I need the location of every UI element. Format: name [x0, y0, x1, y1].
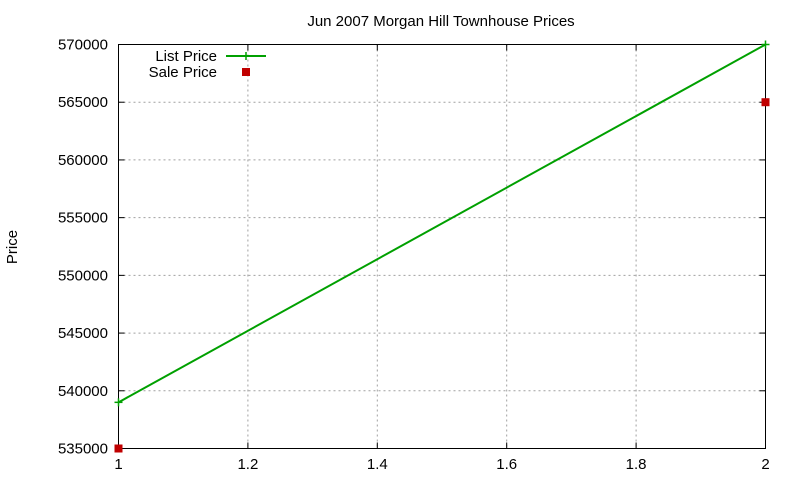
y-tick-label: 535000	[58, 441, 108, 458]
sale-price-point	[114, 444, 123, 453]
list-price-point	[761, 40, 770, 49]
chart-title: Jun 2007 Morgan Hill Townhouse Prices	[307, 13, 574, 30]
legend-label-sale-price: Sale Price	[149, 64, 217, 81]
x-tick-label: 1.8	[626, 456, 647, 473]
y-tick-label: 550000	[58, 267, 108, 284]
y-tick-label: 565000	[58, 94, 108, 111]
x-tick-label: 1.4	[367, 456, 388, 473]
grid	[118, 44, 766, 449]
y-tick-label: 560000	[58, 152, 108, 169]
list-price-line	[118, 43, 766, 404]
legend-swatch-sale-price	[242, 68, 250, 76]
legend-label-list-price: List Price	[155, 48, 217, 65]
y-tick-labels: 535000 540000 545000 550000 555000 560000 5650…	[58, 37, 108, 458]
x-tick-label: 1.6	[496, 456, 517, 473]
x-tick-labels: 1 1.2 1.4 1.6 1.8 2	[114, 456, 769, 473]
x-tick-label: 2	[761, 456, 769, 473]
axis-ticks	[118, 44, 766, 449]
x-tick-label: 1.2	[237, 456, 258, 473]
list-price-point	[114, 398, 123, 407]
y-tick-label: 540000	[58, 383, 108, 400]
y-tick-label: 545000	[58, 325, 108, 342]
y-tick-label: 555000	[58, 210, 108, 227]
plot-frame	[118, 44, 766, 449]
x-tick-label: 1	[114, 456, 122, 473]
y-axis-title: Price	[4, 230, 21, 264]
data-series	[114, 40, 770, 453]
sale-price-point	[761, 98, 770, 107]
y-tick-label: 570000	[58, 37, 108, 54]
legend-marker-list-price	[242, 52, 250, 60]
